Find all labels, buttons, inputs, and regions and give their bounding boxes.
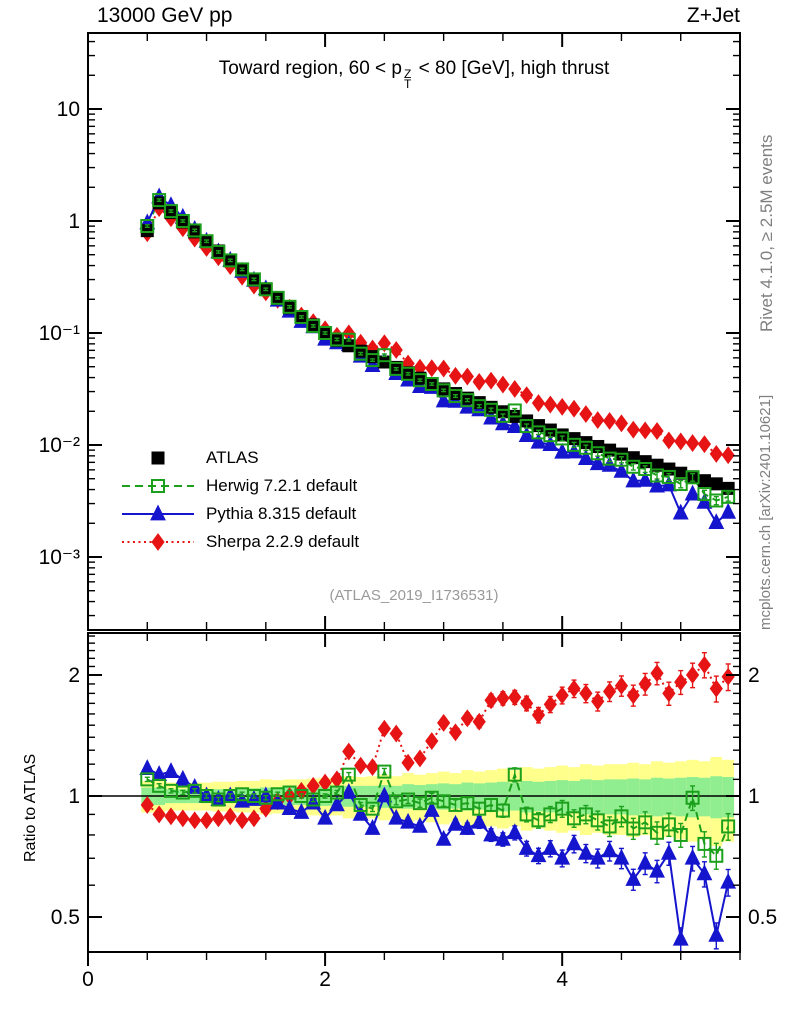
rivet-version-label: Rivet 4.1.0, ≥ 2.5M events <box>757 134 776 332</box>
herwig-marker-icon <box>122 479 194 493</box>
svg-text:0.5: 0.5 <box>51 906 80 929</box>
svg-text:10⁻¹: 10⁻¹ <box>39 322 80 345</box>
svg-text:10⁻²: 10⁻² <box>39 434 80 457</box>
legend-item-herwig: Herwig 7.2.1 default <box>118 476 359 496</box>
legend-item-pythia: Pythia 8.315 default <box>118 504 359 524</box>
svg-text:1: 1 <box>68 210 80 233</box>
svg-text:1: 1 <box>68 785 80 808</box>
svg-text:2: 2 <box>748 664 760 687</box>
series-markers-herwig <box>140 193 736 870</box>
svg-text:0: 0 <box>82 968 94 991</box>
svg-text:2: 2 <box>68 664 80 687</box>
svg-text:10⁻³: 10⁻³ <box>39 546 80 569</box>
svg-text:1: 1 <box>748 785 760 808</box>
legend: ATLAS Herwig 7.2.1 default Pythia 8.315 … <box>118 448 359 552</box>
atlas-marker-icon <box>151 451 165 465</box>
mcplots-credit-label: mcplots.cern.ch [arXiv:2401.10621] <box>757 394 774 630</box>
main-y-axis: 10 1 10⁻¹ 10⁻² 10⁻³ <box>39 40 740 617</box>
analysis-id-watermark: (ATLAS_2019_I1736531) <box>329 587 499 604</box>
beam-energy-label: 13000 GeV pp <box>97 4 233 27</box>
ratio-y-axis: 2 2 1 1 0.5 0.5 <box>51 635 777 929</box>
svg-text:10: 10 <box>57 98 80 121</box>
x-axis: 0 2 4 <box>82 33 741 991</box>
svg-text:4: 4 <box>556 968 568 991</box>
svg-text:0.5: 0.5 <box>748 906 777 929</box>
svg-text:2: 2 <box>319 968 331 991</box>
legend-item-atlas: ATLAS <box>118 448 359 468</box>
ratio-axis-label: Ratio to ATLAS <box>22 753 39 862</box>
series-markers-pythia <box>139 187 737 953</box>
legend-item-sherpa: Sherpa 2.2.9 default <box>118 532 359 552</box>
sherpa-marker-icon <box>122 533 194 551</box>
panel-frames <box>87 32 741 953</box>
process-label: Z+Jet <box>686 4 740 27</box>
pythia-marker-icon <box>122 504 194 521</box>
